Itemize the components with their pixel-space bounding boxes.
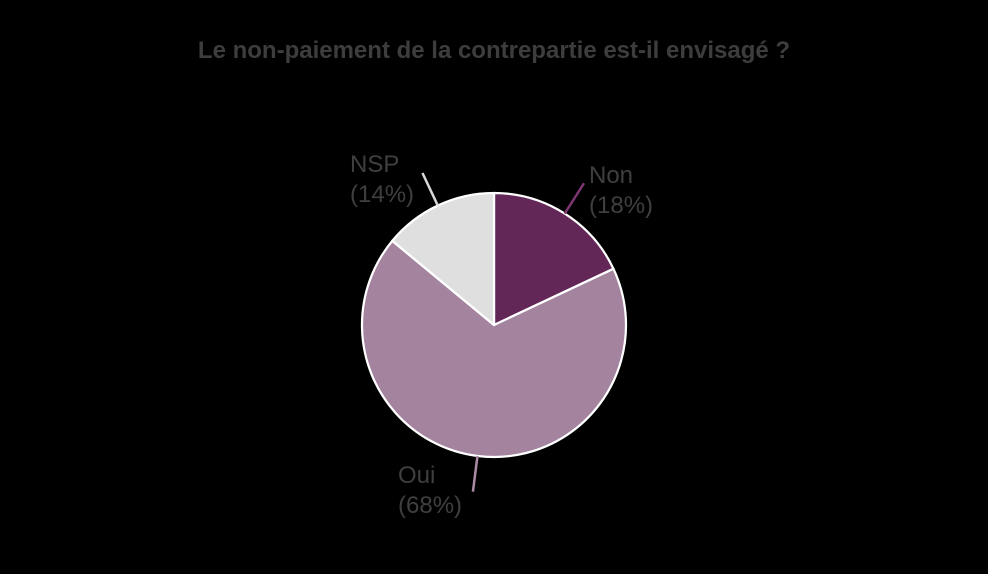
pie-label-nsp-percent: (14%): [350, 181, 415, 208]
pie-slice-nsp: [391, 191, 496, 327]
pie-label-oui: Oui (68%): [398, 461, 462, 521]
pie-label-nsp-name: NSP: [350, 151, 400, 178]
pie-label-non-percent: (18%): [589, 192, 654, 219]
pie-label-non-name: Non: [589, 162, 634, 189]
pie-label-oui-percent: (68%): [398, 492, 463, 519]
leader-line-oui: [471, 455, 479, 492]
pie-label-nsp: NSP (14%): [350, 150, 414, 210]
chart-title: Le non-paiement de la contrepartie est-i…: [197, 37, 791, 64]
pie-label-oui-name: Oui: [398, 462, 436, 489]
leader-line-non: [563, 182, 586, 215]
pie-slice-oui: [360, 239, 628, 459]
pie-label-non: Non (18%): [589, 161, 653, 221]
leader-line-nsp: [421, 172, 439, 207]
